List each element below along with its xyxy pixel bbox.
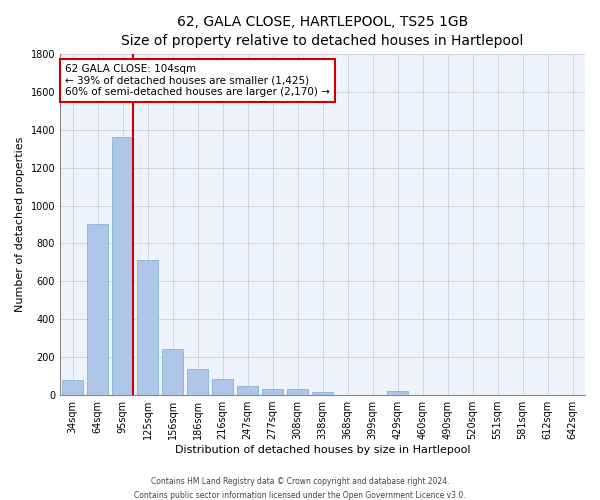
Bar (237, 386, 258, 395)
Bar (187, 368, 208, 395)
Bar (162, 348, 183, 395)
Y-axis label: Number of detached properties: Number of detached properties (15, 137, 25, 312)
Bar (212, 379, 233, 395)
Bar (287, 390, 308, 395)
Bar (62, 380, 83, 395)
Bar (387, 392, 408, 395)
Title: 62, GALA CLOSE, HARTLEPOOL, TS25 1GB
Size of property relative to detached house: 62, GALA CLOSE, HARTLEPOOL, TS25 1GB Siz… (121, 15, 524, 48)
Bar (87, 224, 108, 395)
Text: 62 GALA CLOSE: 104sqm
← 39% of detached houses are smaller (1,425)
60% of semi-d: 62 GALA CLOSE: 104sqm ← 39% of detached … (65, 64, 330, 98)
Bar (312, 392, 333, 395)
Bar (262, 390, 283, 395)
X-axis label: Distribution of detached houses by size in Hartlepool: Distribution of detached houses by size … (175, 445, 470, 455)
Text: Contains HM Land Registry data © Crown copyright and database right 2024.
Contai: Contains HM Land Registry data © Crown c… (134, 478, 466, 500)
Bar (137, 260, 158, 395)
Bar (112, 137, 133, 395)
